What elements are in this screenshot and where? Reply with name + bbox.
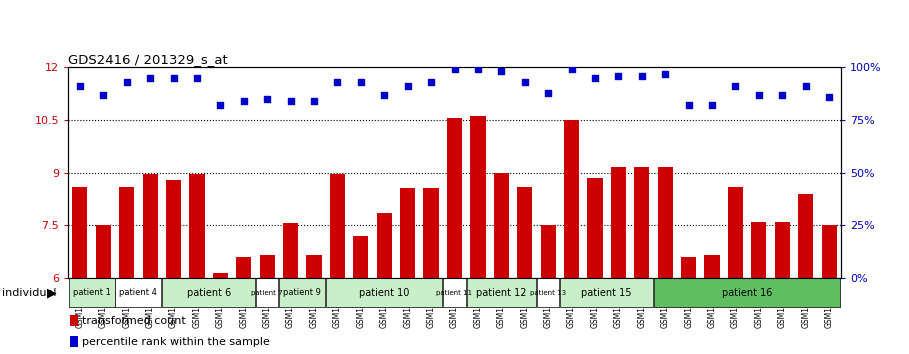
Point — [588, 75, 603, 81]
Bar — [470, 116, 485, 278]
Text: patient 12: patient 12 — [476, 288, 526, 298]
Point — [752, 92, 766, 97]
Bar — [354, 236, 368, 278]
Bar — [70, 315, 78, 326]
Bar — [654, 279, 840, 307]
Bar — [541, 225, 555, 278]
Point — [471, 67, 485, 72]
Bar — [143, 174, 158, 278]
Bar — [95, 225, 111, 278]
Text: patient 10: patient 10 — [359, 288, 409, 298]
Text: patient 15: patient 15 — [582, 288, 632, 298]
Bar — [444, 279, 465, 307]
Text: GDS2416 / 201329_s_at: GDS2416 / 201329_s_at — [68, 53, 228, 66]
Text: patient 4: patient 4 — [119, 289, 157, 297]
Bar — [279, 279, 325, 307]
Text: percentile rank within the sample: percentile rank within the sample — [82, 337, 270, 347]
Point — [775, 92, 790, 97]
Point — [96, 92, 111, 97]
Point — [682, 102, 696, 108]
Bar — [283, 223, 298, 278]
Point — [166, 75, 181, 81]
Bar — [330, 174, 345, 278]
Bar — [611, 167, 626, 278]
Bar — [69, 279, 115, 307]
Point — [634, 73, 649, 79]
Bar — [189, 174, 205, 278]
Text: patient 16: patient 16 — [722, 288, 773, 298]
Bar — [564, 120, 579, 278]
Point — [190, 75, 205, 81]
Point — [377, 92, 392, 97]
Bar — [236, 257, 252, 278]
Point — [611, 73, 625, 79]
Bar — [587, 178, 603, 278]
Point — [494, 69, 509, 74]
Bar — [681, 257, 696, 278]
Bar — [376, 213, 392, 278]
Bar — [774, 222, 790, 278]
Bar — [260, 255, 275, 278]
Bar — [517, 187, 533, 278]
Bar — [822, 225, 836, 278]
Bar — [326, 279, 443, 307]
Text: patient 7: patient 7 — [252, 290, 283, 296]
Bar — [751, 222, 766, 278]
Point — [213, 102, 227, 108]
Point — [236, 98, 251, 104]
Bar — [163, 279, 255, 307]
Point — [541, 90, 555, 95]
Bar — [537, 279, 559, 307]
Bar — [494, 172, 509, 278]
Point — [260, 96, 275, 102]
Point — [424, 79, 438, 85]
Point — [143, 75, 157, 81]
Bar — [704, 255, 720, 278]
Point — [284, 98, 298, 104]
Bar — [166, 179, 181, 278]
Bar — [728, 187, 743, 278]
Point — [798, 84, 813, 89]
Point — [658, 71, 673, 76]
Point — [728, 84, 743, 89]
Text: patient 13: patient 13 — [530, 290, 566, 296]
Bar — [657, 167, 673, 278]
Point — [822, 94, 836, 99]
Point — [704, 102, 719, 108]
Bar — [560, 279, 653, 307]
Text: ▶: ▶ — [47, 286, 57, 299]
Bar — [400, 188, 415, 278]
Point — [119, 79, 134, 85]
Text: patient 6: patient 6 — [186, 288, 231, 298]
Text: patient 1: patient 1 — [73, 289, 111, 297]
Bar — [213, 273, 228, 278]
Bar — [70, 336, 78, 347]
Bar — [634, 167, 649, 278]
Point — [447, 67, 462, 72]
Bar — [447, 118, 462, 278]
Bar — [73, 187, 87, 278]
Bar — [256, 279, 278, 307]
Bar — [424, 188, 439, 278]
Point — [564, 67, 579, 72]
Bar — [466, 279, 536, 307]
Point — [330, 79, 345, 85]
Point — [73, 84, 87, 89]
Text: transformed count: transformed count — [82, 316, 185, 326]
Text: patient 11: patient 11 — [436, 290, 473, 296]
Point — [354, 79, 368, 85]
Bar — [115, 279, 162, 307]
Point — [306, 98, 321, 104]
Point — [517, 79, 532, 85]
Point — [400, 84, 415, 89]
Bar — [306, 255, 322, 278]
Bar — [798, 194, 814, 278]
Text: patient 9: patient 9 — [284, 289, 321, 297]
Text: individual: individual — [2, 288, 56, 298]
Bar — [119, 187, 135, 278]
